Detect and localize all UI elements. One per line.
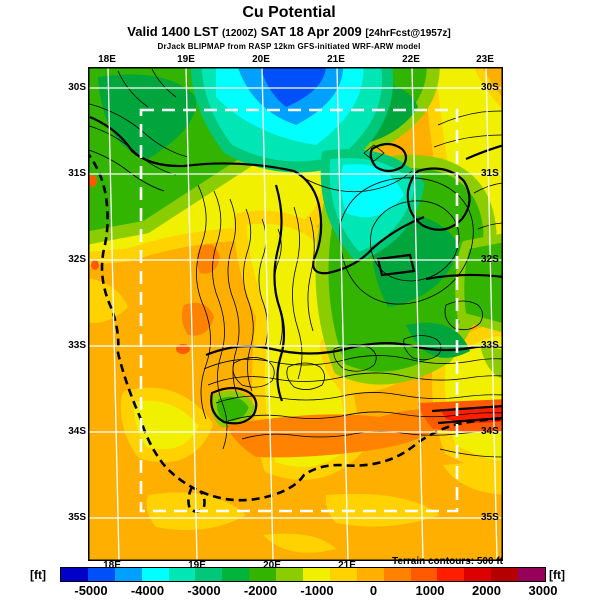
colorbar-cell: [87, 568, 115, 581]
colorbar-tick: 1000: [415, 583, 445, 598]
lat-label-left: 30S: [68, 82, 86, 93]
model-attribution: DrJack BLIPMAP from RASP 12km GFS-initia…: [157, 41, 421, 51]
lat-label-right: 34S: [481, 426, 499, 437]
colorbar-tick: 3000: [528, 583, 558, 598]
lat-label-left: 33S: [68, 340, 86, 351]
colorbar-cell: [464, 568, 492, 581]
lon-label-top: 18E: [98, 54, 116, 65]
lon-label-top: 22E: [402, 54, 420, 65]
valid-main-1: Valid 1400 LST: [127, 24, 219, 39]
lat-label-left: 31S: [68, 168, 86, 179]
colorbar-tick: -3000: [187, 583, 221, 598]
colorbar-tick: 0: [369, 583, 378, 598]
colorbar-cell: [410, 568, 438, 581]
lat-label-right: 33S: [481, 340, 499, 351]
valid-time-line: Valid 1400 LST (1200Z) SAT 18 Apr 2009 […: [0, 24, 578, 41]
colorbar-tick: -2000: [243, 583, 278, 598]
map-canvas: [88, 67, 503, 561]
colorbar-cell: [303, 568, 330, 581]
colorbar: [60, 567, 546, 582]
map-frame: [88, 67, 503, 561]
lon-label-bottom: 19E: [188, 560, 206, 571]
colorbar-cell: [222, 568, 250, 581]
valid-main-2: SAT 18 Apr 2009: [260, 24, 362, 39]
legend-unit-left: [ft]: [30, 568, 46, 582]
lat-label-right: 30S: [481, 82, 499, 93]
lon-label-top: 23E: [476, 54, 494, 65]
colorbar-tick: -4000: [130, 583, 165, 598]
colorbar-cell: [437, 568, 465, 581]
colorbar-tick: 2000: [472, 583, 501, 598]
legend-unit-right: [ft]: [549, 568, 565, 582]
colorbar-cell: [518, 568, 546, 581]
colorbar-cell: [276, 568, 304, 581]
header: Cu Potential Valid 1400 LST (1200Z) SAT …: [0, 3, 578, 52]
colorbar-cell: [329, 568, 357, 581]
hot-coastal-band: [88, 175, 503, 458]
colorbar-cell: [114, 568, 142, 581]
colorbar-cell: [141, 568, 169, 581]
forecast-run-tag: [24hrFcst@1957z]: [365, 28, 451, 39]
lat-label-left: 34S: [68, 426, 86, 437]
lat-label-right: 32S: [481, 254, 499, 265]
latlon-grid: [88, 67, 503, 561]
colorbar-cell: [383, 568, 411, 581]
valid-utc: (1200Z): [221, 28, 257, 39]
lon-label-top: 21E: [327, 54, 345, 65]
colorbar-tick: -1000: [300, 583, 334, 598]
colorbar-cell: [168, 568, 196, 581]
colorbar-cell: [356, 568, 384, 581]
forecast-map: [88, 67, 503, 561]
domain-box: [139, 108, 459, 513]
lon-label-bottom: 18E: [103, 560, 121, 571]
terrain-contours-bold: [89, 115, 503, 425]
colorbar-cell: [249, 568, 277, 581]
lon-label-bottom: 21E: [338, 560, 356, 571]
colorbar-cell: [491, 568, 519, 581]
page-title: Cu Potential: [242, 4, 336, 21]
colorbar-cell: [61, 568, 88, 581]
lon-label-bottom: 20E: [263, 560, 281, 571]
lat-label-right: 31S: [481, 168, 499, 179]
lon-label-top: 19E: [177, 54, 195, 65]
lat-label-right: 35S: [481, 512, 499, 523]
lat-label-left: 35S: [68, 512, 86, 523]
lon-label-top: 20E: [252, 54, 270, 65]
colorbar-tick: -5000: [74, 583, 108, 598]
lat-label-left: 32S: [68, 254, 86, 265]
colorbar-cell: [195, 568, 223, 581]
terrain-contour-note: Terrain contours: 500 ft: [392, 556, 503, 567]
